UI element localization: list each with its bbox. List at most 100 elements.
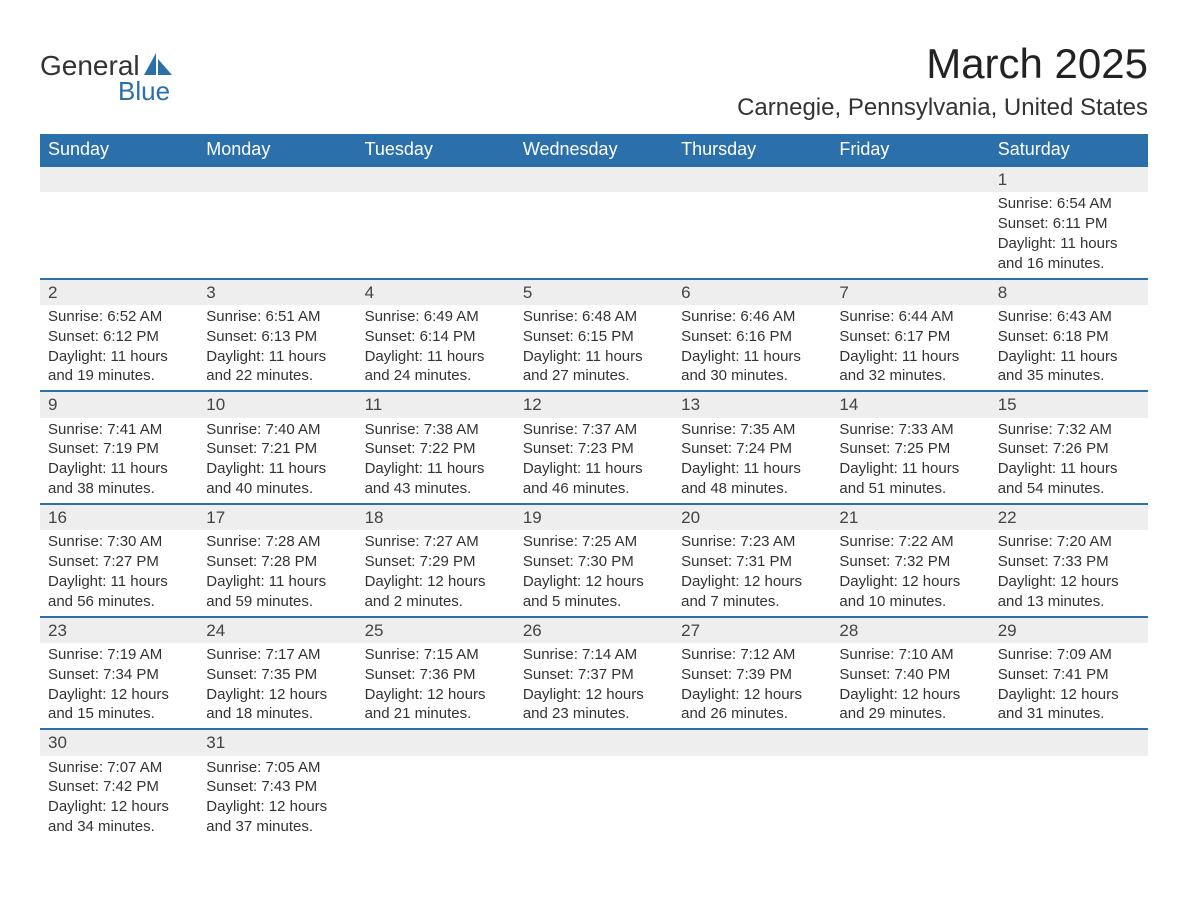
day-sunset: Sunset: 6:12 PM [48,327,190,347]
day-daylight2: and 31 minutes. [998,704,1140,724]
day-number-cell [357,166,515,192]
day-sunrise: Sunrise: 6:48 AM [523,307,665,327]
day-daylight2: and 29 minutes. [839,704,981,724]
day-content-row: Sunrise: 7:19 AMSunset: 7:34 PMDaylight:… [40,643,1148,729]
day-sunrise: Sunrise: 7:41 AM [48,420,190,440]
day-sunset: Sunset: 7:31 PM [681,552,823,572]
day-sunset: Sunset: 7:25 PM [839,439,981,459]
day-daylight2: and 22 minutes. [206,366,348,386]
day-number-cell [831,729,989,755]
day-sunset: Sunset: 6:18 PM [998,327,1140,347]
day-content-cell: Sunrise: 7:15 AMSunset: 7:36 PMDaylight:… [357,643,515,729]
day-daylight2: and 2 minutes. [365,592,507,612]
day-number-cell [198,166,356,192]
day-number-cell: 23 [40,617,198,643]
day-number-cell: 9 [40,391,198,417]
day-sunrise: Sunrise: 6:44 AM [839,307,981,327]
day-number-cell [515,729,673,755]
day-content-cell: Sunrise: 7:41 AMSunset: 7:19 PMDaylight:… [40,418,198,504]
day-content-row: Sunrise: 6:52 AMSunset: 6:12 PMDaylight:… [40,305,1148,391]
day-sunrise: Sunrise: 7:14 AM [523,645,665,665]
day-daylight1: Daylight: 11 hours [839,459,981,479]
day-number-cell: 27 [673,617,831,643]
day-daylight1: Daylight: 12 hours [48,685,190,705]
day-daylight2: and 43 minutes. [365,479,507,499]
day-number-cell: 18 [357,504,515,530]
weekday-header-row: Sunday Monday Tuesday Wednesday Thursday… [40,134,1148,166]
day-daylight2: and 5 minutes. [523,592,665,612]
day-daylight1: Daylight: 12 hours [681,685,823,705]
day-number-cell [673,729,831,755]
day-content-cell [831,192,989,278]
day-daylight2: and 46 minutes. [523,479,665,499]
day-daylight2: and 13 minutes. [998,592,1140,612]
day-sunset: Sunset: 7:41 PM [998,665,1140,685]
day-daylight1: Daylight: 11 hours [681,459,823,479]
day-number-cell [357,729,515,755]
day-sunset: Sunset: 7:29 PM [365,552,507,572]
day-daylight1: Daylight: 12 hours [365,572,507,592]
day-sunset: Sunset: 7:34 PM [48,665,190,685]
day-content-cell: Sunrise: 6:44 AMSunset: 6:17 PMDaylight:… [831,305,989,391]
day-number-cell: 30 [40,729,198,755]
day-daylight1: Daylight: 11 hours [998,459,1140,479]
day-sunset: Sunset: 6:13 PM [206,327,348,347]
day-content-cell: Sunrise: 7:20 AMSunset: 7:33 PMDaylight:… [990,530,1148,616]
day-daylight2: and 30 minutes. [681,366,823,386]
day-content-cell: Sunrise: 7:27 AMSunset: 7:29 PMDaylight:… [357,530,515,616]
day-number-row: 9101112131415 [40,391,1148,417]
day-content-cell: Sunrise: 7:19 AMSunset: 7:34 PMDaylight:… [40,643,198,729]
day-number-cell: 24 [198,617,356,643]
day-daylight1: Daylight: 11 hours [48,459,190,479]
day-sunrise: Sunrise: 7:25 AM [523,532,665,552]
day-content-cell: Sunrise: 6:43 AMSunset: 6:18 PMDaylight:… [990,305,1148,391]
day-content-cell: Sunrise: 7:05 AMSunset: 7:43 PMDaylight:… [198,756,356,841]
day-daylight2: and 23 minutes. [523,704,665,724]
weekday-header: Saturday [990,134,1148,166]
day-daylight2: and 10 minutes. [839,592,981,612]
day-sunrise: Sunrise: 6:52 AM [48,307,190,327]
day-sunrise: Sunrise: 6:51 AM [206,307,348,327]
day-daylight1: Daylight: 11 hours [206,459,348,479]
day-content-cell: Sunrise: 7:14 AMSunset: 7:37 PMDaylight:… [515,643,673,729]
day-daylight1: Daylight: 11 hours [523,347,665,367]
day-content-cell: Sunrise: 7:12 AMSunset: 7:39 PMDaylight:… [673,643,831,729]
day-daylight1: Daylight: 11 hours [206,572,348,592]
day-content-cell [831,756,989,841]
day-daylight1: Daylight: 12 hours [839,685,981,705]
header: General Blue March 2025 Carnegie, Pennsy… [40,40,1148,122]
day-content-row: Sunrise: 7:07 AMSunset: 7:42 PMDaylight:… [40,756,1148,841]
day-sunset: Sunset: 7:27 PM [48,552,190,572]
day-number-cell [831,166,989,192]
day-daylight2: and 32 minutes. [839,366,981,386]
day-content-cell: Sunrise: 7:22 AMSunset: 7:32 PMDaylight:… [831,530,989,616]
day-daylight1: Daylight: 11 hours [48,347,190,367]
day-daylight2: and 19 minutes. [48,366,190,386]
day-sunrise: Sunrise: 7:22 AM [839,532,981,552]
day-sunrise: Sunrise: 7:30 AM [48,532,190,552]
weekday-header: Tuesday [357,134,515,166]
day-daylight2: and 15 minutes. [48,704,190,724]
day-sunset: Sunset: 7:35 PM [206,665,348,685]
day-daylight1: Daylight: 12 hours [523,572,665,592]
day-content-cell: Sunrise: 7:40 AMSunset: 7:21 PMDaylight:… [198,418,356,504]
day-content-cell: Sunrise: 6:48 AMSunset: 6:15 PMDaylight:… [515,305,673,391]
day-number-cell: 12 [515,391,673,417]
day-sunset: Sunset: 6:15 PM [523,327,665,347]
day-number-cell: 17 [198,504,356,530]
day-number-row: 2345678 [40,279,1148,305]
day-content-cell [357,192,515,278]
day-daylight2: and 27 minutes. [523,366,665,386]
day-sunset: Sunset: 6:11 PM [998,214,1140,234]
day-sunset: Sunset: 7:28 PM [206,552,348,572]
day-daylight1: Daylight: 12 hours [839,572,981,592]
day-content-cell: Sunrise: 7:28 AMSunset: 7:28 PMDaylight:… [198,530,356,616]
day-number-cell: 13 [673,391,831,417]
day-daylight1: Daylight: 11 hours [998,234,1140,254]
day-sunset: Sunset: 7:30 PM [523,552,665,572]
day-number-cell: 20 [673,504,831,530]
day-sunrise: Sunrise: 7:07 AM [48,758,190,778]
day-daylight1: Daylight: 12 hours [365,685,507,705]
day-number-cell [40,166,198,192]
day-content-cell: Sunrise: 6:51 AMSunset: 6:13 PMDaylight:… [198,305,356,391]
